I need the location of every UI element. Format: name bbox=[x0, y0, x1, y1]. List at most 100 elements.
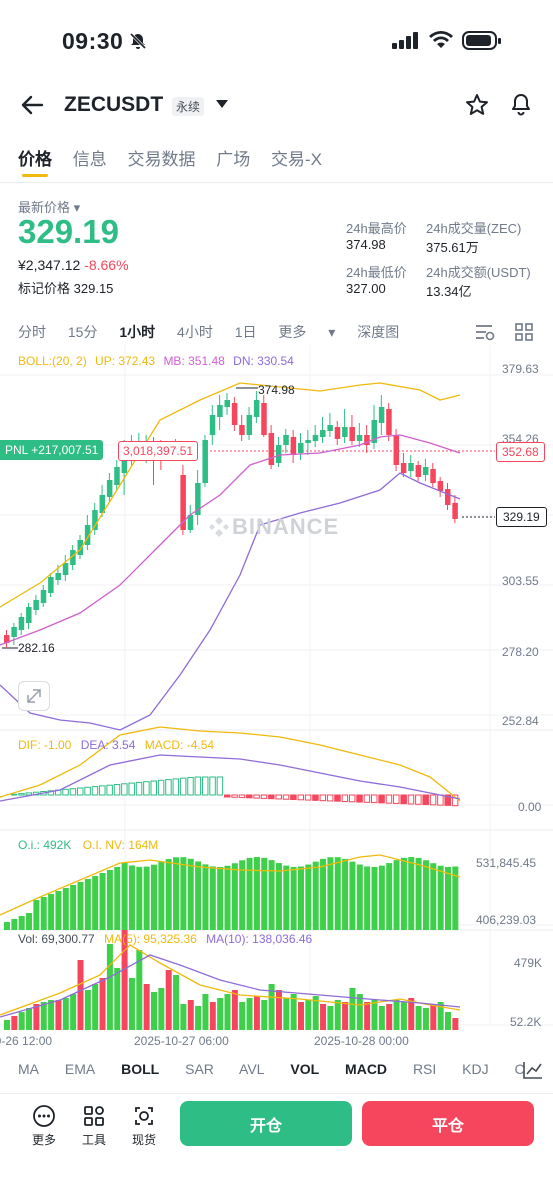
macd-bar bbox=[165, 779, 172, 796]
oi-bar bbox=[246, 857, 253, 930]
candle-body bbox=[261, 403, 267, 435]
turnover-label: 24h成交额(USDT) bbox=[426, 265, 531, 280]
macd-dif-line bbox=[0, 726, 461, 802]
depth-chart-tab[interactable]: 深度图 bbox=[357, 324, 400, 340]
symbol-title[interactable]: ZECUSDT bbox=[64, 93, 164, 116]
volume-bar bbox=[18, 1012, 25, 1030]
macd-bar bbox=[77, 787, 84, 796]
fullscreen-button[interactable] bbox=[18, 681, 50, 711]
interval-line[interactable]: 分时 bbox=[18, 324, 46, 340]
candle-body bbox=[364, 435, 370, 445]
candle-body bbox=[99, 495, 106, 513]
close-position-button[interactable]: 平仓 bbox=[362, 1101, 534, 1146]
candle-body bbox=[327, 425, 333, 431]
high-label: 24h最高价 bbox=[346, 221, 407, 236]
volume-bar bbox=[364, 1002, 371, 1030]
interval-4h[interactable]: 4小时 bbox=[177, 324, 213, 340]
turnover-value: 13.34亿 bbox=[426, 284, 472, 299]
oi-bar bbox=[92, 876, 99, 930]
chart-settings-icon[interactable] bbox=[474, 322, 496, 342]
ind-ma[interactable]: MA bbox=[18, 1061, 39, 1077]
volume-bar bbox=[349, 988, 356, 1030]
ind-boll[interactable]: BOLL bbox=[121, 1061, 160, 1077]
candle-body bbox=[290, 437, 297, 455]
tools-button[interactable]: 工具 bbox=[76, 1104, 112, 1148]
candle-body bbox=[246, 415, 253, 435]
interval-15m[interactable]: 15分 bbox=[67, 324, 98, 340]
oi-bar bbox=[422, 860, 429, 930]
oi-bar bbox=[283, 865, 290, 930]
candle-body bbox=[18, 617, 25, 630]
kline-chart[interactable] bbox=[0, 345, 553, 1055]
watermark: BINANCE bbox=[232, 514, 340, 539]
ind-kdj[interactable]: KDJ bbox=[462, 1061, 489, 1077]
ind-sar[interactable]: SAR bbox=[185, 1061, 214, 1077]
cny-price: ¥2,347.12 -8.66% bbox=[18, 257, 129, 273]
macd-bar bbox=[393, 794, 400, 804]
divider bbox=[0, 182, 553, 183]
pnl-badge[interactable]: PNL +217,007.51 bbox=[0, 440, 104, 460]
candle-body bbox=[371, 420, 377, 443]
volume-bar bbox=[92, 984, 99, 1030]
layout-grid-icon[interactable] bbox=[514, 322, 534, 342]
interval-1d[interactable]: 1日 bbox=[234, 324, 257, 340]
candle-body bbox=[4, 635, 10, 643]
macd-bar bbox=[25, 792, 33, 796]
tab-info[interactable]: 信息 bbox=[72, 150, 107, 169]
tab-price[interactable]: 价格 bbox=[18, 150, 52, 169]
boll-legend: BOLL:(20, 2) UP: 372.43 MB: 351.48 DN: 3… bbox=[18, 354, 294, 368]
time-axis: 10-26 12:00 2025-10-27 06:00 2025-10-28 … bbox=[0, 1034, 553, 1050]
macd-bar bbox=[437, 794, 444, 806]
volume-bar bbox=[327, 1006, 334, 1030]
macd-bar bbox=[238, 794, 246, 799]
volume-bar bbox=[187, 1000, 194, 1030]
boll-down-line bbox=[0, 472, 461, 731]
oi-bar bbox=[62, 888, 69, 930]
oi-bar bbox=[128, 865, 135, 930]
caret-down-icon[interactable] bbox=[215, 99, 229, 109]
ind-c[interactable]: C bbox=[514, 1061, 525, 1077]
candle-body bbox=[40, 590, 47, 603]
more-button[interactable]: 更多 bbox=[26, 1104, 62, 1148]
bell-icon[interactable] bbox=[509, 92, 533, 118]
oi-bar bbox=[327, 857, 334, 930]
oi-bar bbox=[334, 857, 341, 930]
spot-button[interactable]: 现货 bbox=[126, 1104, 162, 1148]
candle-body bbox=[320, 430, 326, 437]
price-axis-3: 303.55 bbox=[502, 574, 539, 588]
macd-bar bbox=[444, 794, 451, 806]
vol-value: 375.61万 bbox=[426, 240, 479, 255]
macd-bar bbox=[157, 779, 165, 796]
interval-1h[interactable]: 1小时 bbox=[119, 324, 156, 340]
ind-macd[interactable]: MACD bbox=[345, 1061, 388, 1077]
interval-more[interactable]: 更多 ▾ bbox=[278, 324, 336, 340]
star-icon[interactable] bbox=[465, 93, 489, 117]
oi-nv-line bbox=[0, 854, 461, 916]
tab-trading-data[interactable]: 交易数据 bbox=[127, 150, 196, 169]
candle-body bbox=[400, 463, 407, 473]
volume-bar bbox=[136, 950, 143, 1030]
candle-body bbox=[334, 427, 341, 439]
volume-bar bbox=[55, 1000, 62, 1030]
open-position-button[interactable]: 开仓 bbox=[180, 1101, 352, 1146]
tab-trade-x[interactable]: 交易-X bbox=[270, 150, 322, 169]
indicator-chart-icon[interactable] bbox=[522, 1060, 544, 1080]
status-bar: 09:30 bbox=[0, 0, 553, 82]
macd-bar bbox=[113, 784, 121, 796]
candle-body bbox=[342, 427, 348, 437]
oi-axis-top: 531,845.45 bbox=[476, 856, 537, 870]
ind-rsi[interactable]: RSI bbox=[412, 1061, 437, 1077]
ind-avl[interactable]: AVL bbox=[239, 1061, 265, 1077]
latest-price-label[interactable]: 最新价格 ▾ bbox=[18, 200, 81, 215]
volume-bar bbox=[224, 994, 231, 1030]
ind-ema[interactable]: EMA bbox=[64, 1061, 96, 1077]
oi-bar bbox=[151, 864, 157, 930]
volume-bar bbox=[209, 1002, 216, 1030]
oi-bar bbox=[386, 863, 393, 930]
more-label: 更多 bbox=[31, 1133, 56, 1147]
vol-ma5-line bbox=[0, 944, 461, 1016]
volume-bar bbox=[298, 1002, 304, 1030]
ind-vol[interactable]: VOL bbox=[290, 1061, 320, 1077]
back-arrow-icon[interactable] bbox=[20, 94, 44, 116]
tab-square[interactable]: 广场 bbox=[216, 150, 251, 169]
